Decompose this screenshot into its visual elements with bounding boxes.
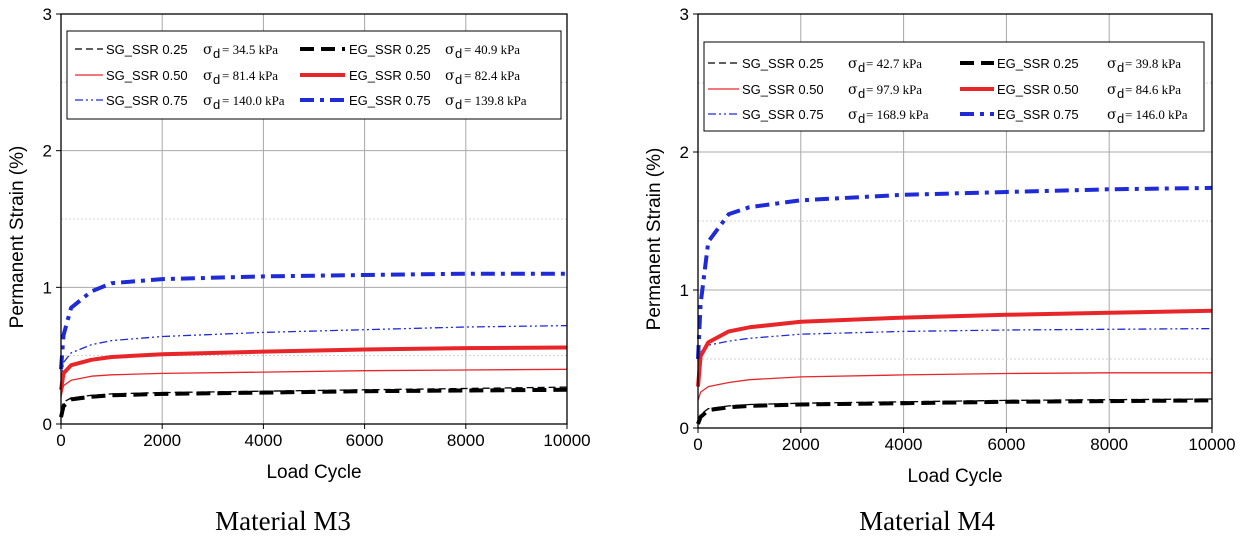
- x-tick-label: 10000: [543, 431, 590, 450]
- legend-sigma: σ: [445, 93, 455, 109]
- legend-sigma: σ: [1107, 56, 1117, 72]
- series-line-2: [60, 368, 568, 397]
- chart-caption: Material M4: [859, 506, 995, 536]
- y-tick-label: 0: [43, 415, 52, 434]
- series-line-4: [59, 387, 568, 418]
- legend-sigma-subscript: d: [858, 60, 865, 75]
- x-tick-label: 4000: [244, 431, 282, 450]
- legend-series-name: SG_SSR 0.75: [742, 107, 824, 122]
- chart-panel-1: 0 2000 4000 6000 8000 10000 0 1 2 3 Load Cycle Perm…: [7, 5, 591, 536]
- legend-stress-value: = 84.6 kPa: [1125, 82, 1181, 97]
- legend-sigma-subscript: d: [1117, 86, 1124, 101]
- legend-stress-value: = 81.4 kPa: [222, 68, 278, 83]
- y-axis-title: Permanent Strain (%): [7, 146, 28, 329]
- legend-sigma: σ: [203, 68, 213, 84]
- legend-sigma-subscript: d: [455, 46, 462, 61]
- x-tick-label: 8000: [1090, 435, 1128, 454]
- y-tick-label: 2: [43, 142, 52, 161]
- x-tick-label: 4000: [885, 435, 923, 454]
- legend-series-name: EG_SSR 0.25: [349, 42, 431, 57]
- legend-sigma-subscript: d: [213, 72, 220, 87]
- x-tick-label: 2000: [782, 435, 820, 454]
- legend-sigma-subscript: d: [858, 86, 865, 101]
- legend-sigma: σ: [445, 68, 455, 84]
- legend-sigma: σ: [1107, 107, 1117, 123]
- plot-frame: [697, 13, 1213, 429]
- y-tick-label: 3: [680, 5, 689, 24]
- series-line-4: [696, 398, 1213, 425]
- legend-series-name: SG_SSR 0.75: [106, 93, 188, 108]
- legend-stress-value: = 97.9 kPa: [866, 82, 922, 97]
- plot-frame: [60, 13, 568, 425]
- legend-sigma: σ: [1107, 82, 1117, 98]
- x-tick-label: 6000: [987, 435, 1025, 454]
- legend-stress-value: = 82.4 kPa: [464, 68, 520, 83]
- legend-sigma: σ: [203, 42, 213, 58]
- legend-sigma: σ: [848, 107, 858, 123]
- x-tick-label: 8000: [447, 431, 485, 450]
- y-tick-label: 0: [680, 419, 689, 438]
- legend-stress-value: = 139.8 kPa: [464, 93, 527, 108]
- x-axis-title: Load Cycle: [907, 466, 1002, 487]
- legend-series-name: SG_SSR 0.25: [106, 42, 188, 57]
- legend-stress-value: = 42.7 kPa: [866, 56, 922, 71]
- legend-series-name: SG_SSR 0.50: [106, 68, 188, 83]
- legend-sigma-subscript: d: [1117, 60, 1124, 75]
- legend-sigma-subscript: d: [455, 72, 462, 87]
- legend-sigma-subscript: d: [858, 111, 865, 126]
- series-line-3: [697, 327, 1213, 373]
- x-tick-label: 2000: [143, 431, 181, 450]
- y-tick-label: 2: [680, 143, 689, 162]
- x-tick-label: 0: [693, 435, 702, 454]
- legend-stress-value: = 40.9 kPa: [464, 42, 520, 57]
- legend-stress-value: = 140.0 kPa: [222, 93, 285, 108]
- legend-sigma-subscript: d: [455, 97, 462, 112]
- legend-series-name: SG_SSR 0.25: [742, 56, 824, 71]
- x-tick-label: 10000: [1188, 435, 1235, 454]
- legend-series-name: EG_SSR 0.25: [997, 56, 1079, 71]
- legend-stress-value: = 146.0 kPa: [1125, 107, 1188, 122]
- legend-sigma: σ: [848, 82, 858, 98]
- y-tick-label: 1: [43, 278, 52, 297]
- legend-series-name: EG_SSR 0.75: [997, 107, 1079, 122]
- legend-stress-value: = 168.9 kPa: [866, 107, 929, 122]
- legend-sigma-subscript: d: [213, 97, 220, 112]
- legend-box: [703, 41, 1205, 132]
- series-line-2: [697, 372, 1212, 401]
- x-tick-label: 0: [56, 431, 65, 450]
- legend-sigma: σ: [445, 42, 455, 58]
- legend-sigma-subscript: d: [1117, 111, 1124, 126]
- legend-stress-value: = 34.5 kPa: [222, 42, 278, 57]
- legend-sigma-subscript: d: [213, 46, 220, 61]
- chart-caption: Material M3: [215, 506, 351, 536]
- y-tick-label: 3: [43, 5, 52, 24]
- legend-series-name: SG_SSR 0.50: [742, 82, 824, 97]
- series-line-3: [60, 324, 568, 384]
- legend-series-name: EG_SSR 0.50: [349, 68, 431, 83]
- x-tick-label: 6000: [346, 431, 384, 450]
- x-axis-title: Load Cycle: [266, 462, 361, 483]
- legend-sigma: σ: [203, 93, 213, 109]
- legend-stress-value: = 39.8 kPa: [1125, 56, 1181, 71]
- series-line-5: [696, 308, 1213, 387]
- series-line-5: [59, 345, 568, 391]
- y-axis-title: Permanent Strain (%): [644, 148, 665, 331]
- legend-sigma: σ: [848, 56, 858, 72]
- chart-panel-2: 0 2000 4000 6000 8000 10000 0 1 2 3 Load Cycle Perm…: [644, 5, 1236, 536]
- legend-series-name: EG_SSR 0.50: [997, 82, 1079, 97]
- series-line-6: [696, 185, 1213, 360]
- y-tick-label: 1: [680, 281, 689, 300]
- legend-series-name: EG_SSR 0.75: [349, 93, 431, 108]
